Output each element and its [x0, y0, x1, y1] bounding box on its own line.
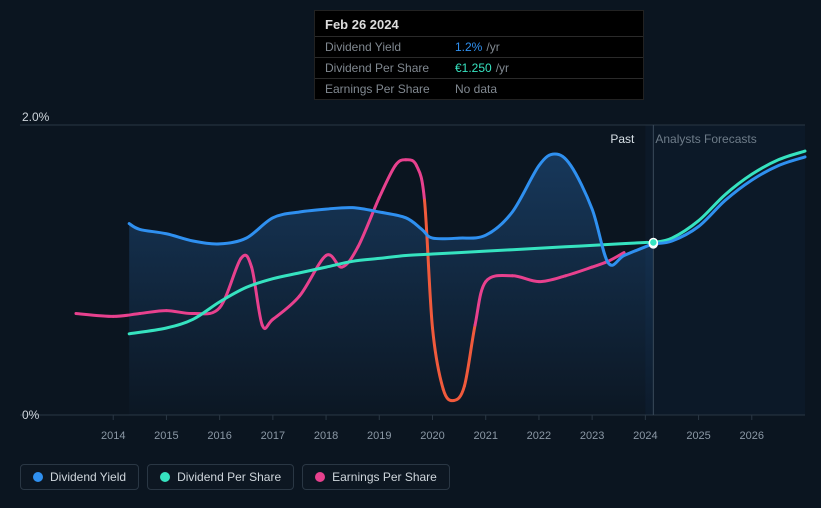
- chart-tooltip: Feb 26 2024 Dividend Yield1.2%/yrDividen…: [314, 10, 644, 100]
- tooltip-date: Feb 26 2024: [315, 11, 643, 36]
- tooltip-value: €1.250: [455, 61, 492, 75]
- x-tick: 2018: [314, 430, 338, 442]
- legend-label: Dividend Yield: [50, 470, 126, 484]
- x-tick: 2017: [261, 430, 285, 442]
- chart-svg: [20, 105, 805, 445]
- legend-item-earnings-per-share[interactable]: Earnings Per Share: [302, 464, 450, 490]
- legend-label: Earnings Per Share: [332, 470, 437, 484]
- chart-legend: Dividend Yield Dividend Per Share Earnings…: [20, 464, 450, 490]
- x-tick: 2015: [154, 430, 178, 442]
- tooltip-label: Earnings Per Share: [325, 82, 455, 96]
- x-tick: 2014: [101, 430, 125, 442]
- tooltip-unit: /yr: [496, 61, 509, 75]
- x-tick: 2023: [580, 430, 604, 442]
- tooltip-row: Earnings Per ShareNo data: [315, 78, 643, 99]
- legend-label: Dividend Per Share: [177, 470, 281, 484]
- tooltip-value: No data: [455, 82, 497, 96]
- legend-item-dividend-yield[interactable]: Dividend Yield: [20, 464, 139, 490]
- x-tick: 2019: [367, 430, 391, 442]
- x-tick: 2021: [473, 430, 497, 442]
- tooltip-value: 1.2%: [455, 40, 482, 54]
- x-tick: 2025: [686, 430, 710, 442]
- x-axis-labels: 2014 2015 2016 2017 2018 2019 2020 2021 2022 2023…: [20, 430, 805, 450]
- tooltip-row: Dividend Yield1.2% /yr: [315, 36, 643, 57]
- tooltip-label: Dividend Yield: [325, 40, 455, 54]
- tooltip-label: Dividend Per Share: [325, 61, 455, 75]
- x-tick: 2024: [633, 430, 657, 442]
- legend-item-dividend-per-share[interactable]: Dividend Per Share: [147, 464, 294, 490]
- dividend-chart: Feb 26 2024 Dividend Yield1.2%/yrDividen…: [0, 0, 821, 508]
- x-tick: 2020: [420, 430, 444, 442]
- plot-area: [20, 105, 805, 445]
- forecast-region-label: Analysts Forecasts: [655, 132, 756, 146]
- legend-swatch: [315, 472, 325, 482]
- x-tick: 2022: [527, 430, 551, 442]
- tooltip-unit: /yr: [486, 40, 499, 54]
- y-axis-label-max: 2.0%: [22, 110, 49, 124]
- x-tick: 2026: [740, 430, 764, 442]
- tooltip-row: Dividend Per Share€1.250/yr: [315, 57, 643, 78]
- past-region-label: Past: [610, 132, 634, 146]
- y-axis-label-min: 0%: [22, 408, 39, 422]
- legend-swatch: [160, 472, 170, 482]
- x-tick: 2016: [207, 430, 231, 442]
- legend-swatch: [33, 472, 43, 482]
